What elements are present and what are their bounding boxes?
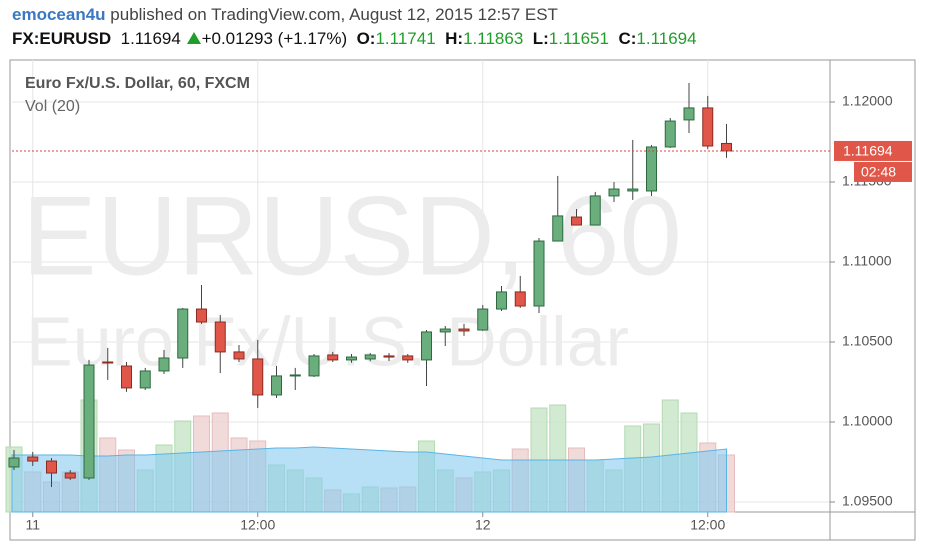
candle-body [421, 331, 432, 361]
candle-body [627, 188, 639, 192]
high-label: H: [445, 29, 464, 48]
candle-body [364, 354, 376, 360]
candle-body [158, 357, 170, 372]
candle-body [402, 355, 414, 361]
last-price-box [834, 140, 912, 161]
close-label: C: [618, 29, 637, 48]
candle-body [458, 328, 470, 332]
candle-body [346, 356, 357, 361]
candle-body [64, 472, 76, 479]
header: emocean4u published on TradingView.com, … [12, 3, 697, 51]
candle-body [289, 374, 301, 377]
candle-body [664, 120, 676, 148]
candle-body [702, 107, 714, 147]
candle-body [233, 351, 245, 360]
change: +0.01293 (+1.17%) [201, 29, 348, 48]
candle-body [27, 456, 39, 462]
candle-body [177, 308, 189, 359]
candle-body [439, 328, 451, 333]
volume-legend: Vol (20) [25, 98, 80, 115]
x-tick-label: 12 [475, 517, 491, 533]
candle-body [121, 365, 132, 389]
x-tick-label: 12:00 [690, 517, 725, 533]
low-label: L: [532, 29, 549, 48]
candle-body [608, 188, 620, 197]
y-tick-label: 1.12000 [842, 93, 893, 109]
candle-body [514, 291, 526, 307]
watermark-description: Euro Fx/U.S. Dollar [26, 302, 629, 380]
candle-body [139, 370, 151, 389]
header-line-2: FX:EURUSD 1.11694 +0.01293 (+1.17%) O:1.… [12, 27, 697, 51]
header-line-1: emocean4u published on TradingView.com, … [12, 3, 697, 27]
up-arrow [186, 32, 201, 44]
open-label: O: [356, 29, 376, 48]
candle-body [327, 354, 339, 361]
author[interactable]: emocean4u [12, 5, 106, 24]
candle-body [196, 308, 207, 323]
x-tick-label: 12:00 [240, 517, 275, 533]
candle-body [271, 375, 282, 396]
y-tick-label: 1.10500 [842, 333, 893, 349]
candle-body [533, 240, 545, 307]
candle-body [252, 358, 264, 396]
candle-body [8, 457, 20, 468]
y-tick-label: 1.11000 [842, 253, 892, 269]
last-price: 1.11694 [120, 29, 181, 48]
candle-body [102, 361, 114, 364]
chart-title: Euro Fx/U.S. Dollar, 60, FXCM [25, 75, 250, 92]
candle-body [552, 215, 564, 242]
candle-body [496, 291, 507, 310]
candle-body [383, 355, 395, 358]
candle-body [589, 195, 601, 226]
high-value: 1.11863 [463, 29, 524, 48]
watermark: EURUSD, 60 Euro Fx/U.S. Dollar [22, 174, 682, 381]
candle-body [477, 308, 489, 331]
y-tick-label: 1.10000 [842, 413, 893, 429]
last-price-label: 1.11694 [843, 143, 893, 159]
open-value: 1.11741 [375, 29, 436, 48]
candle-body [683, 107, 695, 121]
candle-body [46, 460, 57, 474]
candle-body [571, 216, 582, 226]
volume-ma-area [11, 446, 727, 513]
candle-body [83, 364, 95, 479]
low-value: 1.11651 [548, 29, 609, 48]
close-value: 1.11694 [636, 29, 697, 48]
countdown: 02:48 [861, 164, 896, 180]
watermark-symbol: EURUSD, 60 [22, 174, 682, 299]
x-tick-label: 11 [25, 517, 40, 533]
y-tick-label: 1.09500 [842, 493, 893, 509]
candle-body [646, 146, 657, 192]
candle-body [308, 355, 320, 377]
candle-body [214, 321, 226, 353]
candle-body [721, 142, 732, 152]
countdown-box [854, 161, 912, 182]
published: published on TradingView.com, August 12,… [110, 5, 558, 24]
symbol: FX:EURUSD [12, 29, 112, 48]
